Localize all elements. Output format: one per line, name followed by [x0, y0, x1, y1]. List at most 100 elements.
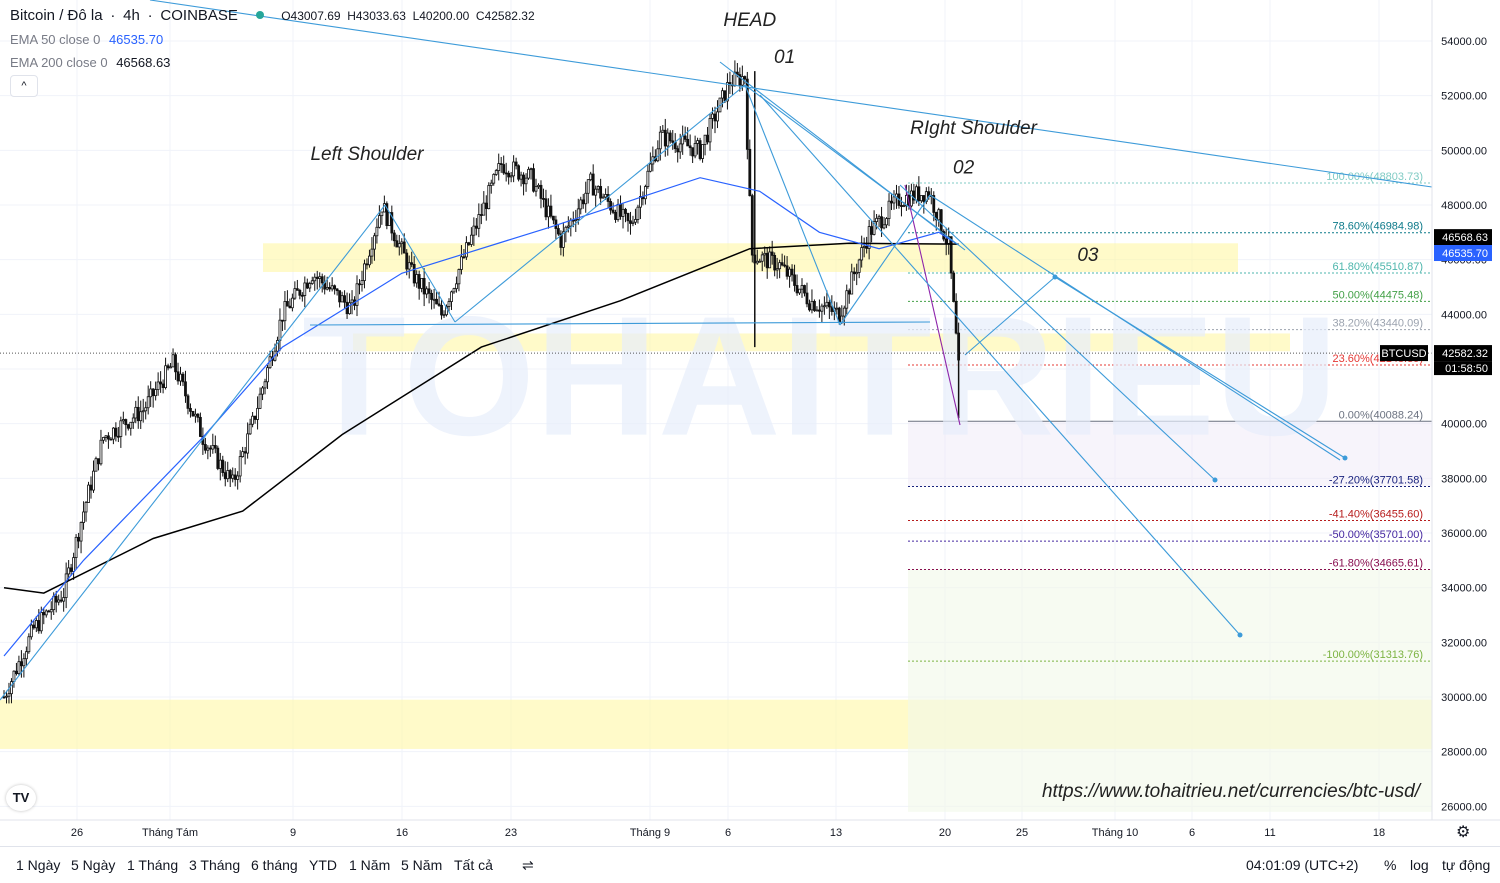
trend-line-1 [0, 204, 386, 701]
price-tick-12: 30000.00 [1441, 692, 1487, 704]
candle-body [116, 435, 120, 438]
candle-body [281, 319, 284, 322]
trend-line-2 [384, 204, 456, 323]
candle-body [872, 221, 876, 235]
countdown-bg [1434, 361, 1492, 376]
candle-body [189, 407, 192, 412]
arrow-head-2 [1342, 455, 1348, 461]
candle-body [171, 354, 175, 368]
candle-body [169, 366, 172, 369]
candle-body [226, 470, 230, 480]
candle-body [621, 208, 625, 217]
candle-body [79, 522, 83, 542]
candle-body [261, 387, 264, 395]
candle-body [566, 225, 570, 228]
candle-body [937, 209, 941, 221]
candle-body [658, 131, 662, 150]
candle-body [59, 599, 63, 602]
symbol-legend[interactable]: Bitcoin / Đô la · 4h · COINBASE O43007.6… [10, 7, 535, 24]
candle-body [390, 212, 394, 234]
candle-body [601, 196, 605, 199]
candle-body [17, 661, 21, 674]
candle-body [293, 288, 297, 299]
candle-body [363, 263, 366, 281]
candle-body [755, 260, 759, 264]
ema200-legend[interactable]: EMA 200 close 0 46568.63 [10, 55, 170, 70]
candle-body [111, 427, 115, 440]
candle-body [290, 297, 294, 309]
candle-body [365, 263, 369, 266]
candle-body [502, 164, 506, 174]
candle-body [514, 161, 518, 167]
trend-line-3 [454, 84, 746, 323]
collapse-legend-button[interactable]: ^ [10, 75, 38, 97]
range-1d-button[interactable]: 1 Ngày [16, 857, 61, 873]
candle-body [666, 132, 670, 147]
candle-body [932, 195, 936, 213]
candle-body [402, 241, 406, 254]
candle-body [99, 439, 103, 465]
candle-body [154, 389, 158, 397]
trend-line-0 [149, 0, 1433, 188]
ema50-legend[interactable]: EMA 50 close 0 46535.70 [10, 32, 163, 47]
candle-body [696, 140, 699, 144]
log-scale-toggle[interactable]: log [1410, 857, 1429, 873]
fib-label-6: 0.00%(40088.24) [1339, 409, 1423, 421]
ema200-label: EMA 200 close 0 [10, 55, 108, 70]
candle-body [320, 276, 324, 284]
fib-label-8: -41.40%(36455.60) [1329, 509, 1423, 521]
trend-line-12 [964, 276, 1056, 356]
fib-label-10: -61.80%(34665.61) [1329, 557, 1423, 569]
ohlc-open: O43007.69 [281, 9, 341, 23]
range-all-button[interactable]: Tất cả [454, 857, 493, 873]
auto-scale-toggle[interactable]: tự động [1442, 857, 1491, 873]
candle-body [594, 188, 598, 196]
candle-body [537, 184, 540, 188]
candle-body [686, 138, 690, 147]
candle-body [815, 309, 819, 312]
bottom-toolbar: 1 Ngày 5 Ngày 1 Tháng 3 Tháng 6 tháng YT… [0, 846, 1500, 883]
candle-body [599, 186, 603, 199]
candle-body [820, 305, 824, 312]
candle-body [467, 242, 471, 245]
range-1m-button[interactable]: 1 Tháng [127, 857, 179, 873]
trend-line-13 [1054, 276, 1346, 459]
symbol-tag: BTCUSD [1381, 348, 1426, 360]
candle-body [676, 148, 680, 153]
candle-body [186, 395, 190, 409]
date-range-calendar-icon[interactable]: ⇌ [522, 857, 534, 873]
candle-body [805, 292, 809, 305]
range-5y-button[interactable]: 5 Năm [401, 857, 443, 873]
candle-body [768, 251, 772, 269]
range-3m-button[interactable]: 3 Tháng [189, 857, 241, 873]
candle-body [723, 90, 727, 102]
candle-body [775, 268, 779, 271]
candle-body [181, 373, 185, 383]
candle-body [604, 194, 608, 198]
fib-label-2: 61.80%(45510.87) [1332, 261, 1423, 273]
candle-body [425, 288, 429, 295]
settings-gear-icon[interactable]: ⚙ [1456, 824, 1471, 841]
fib-label-9: -50.00%(35701.00) [1329, 529, 1423, 541]
candle-body [629, 220, 632, 224]
candle-body [484, 202, 488, 210]
ema50-line [3, 177, 959, 657]
candle-body [236, 475, 240, 480]
candle-body [124, 419, 128, 426]
tradingview-logo-icon[interactable]: TV [6, 785, 36, 811]
range-1y-button[interactable]: 1 Năm [349, 857, 391, 873]
candle-body [395, 240, 399, 248]
candle-body [522, 174, 525, 185]
range-ytd-button[interactable]: YTD [309, 857, 337, 873]
candle-body [27, 636, 31, 653]
range-6m-button[interactable]: 6 tháng [251, 857, 298, 873]
candle-body [574, 219, 578, 221]
time-tick-13: 18 [1373, 827, 1385, 839]
clock-time[interactable]: 04:01:09 (UTC+2) [1246, 857, 1359, 873]
candle-body [24, 651, 28, 660]
percent-scale-toggle[interactable]: % [1384, 857, 1397, 873]
range-5d-button[interactable]: 5 Ngày [71, 857, 116, 873]
candle-body [184, 381, 187, 397]
candle-body [527, 168, 530, 179]
